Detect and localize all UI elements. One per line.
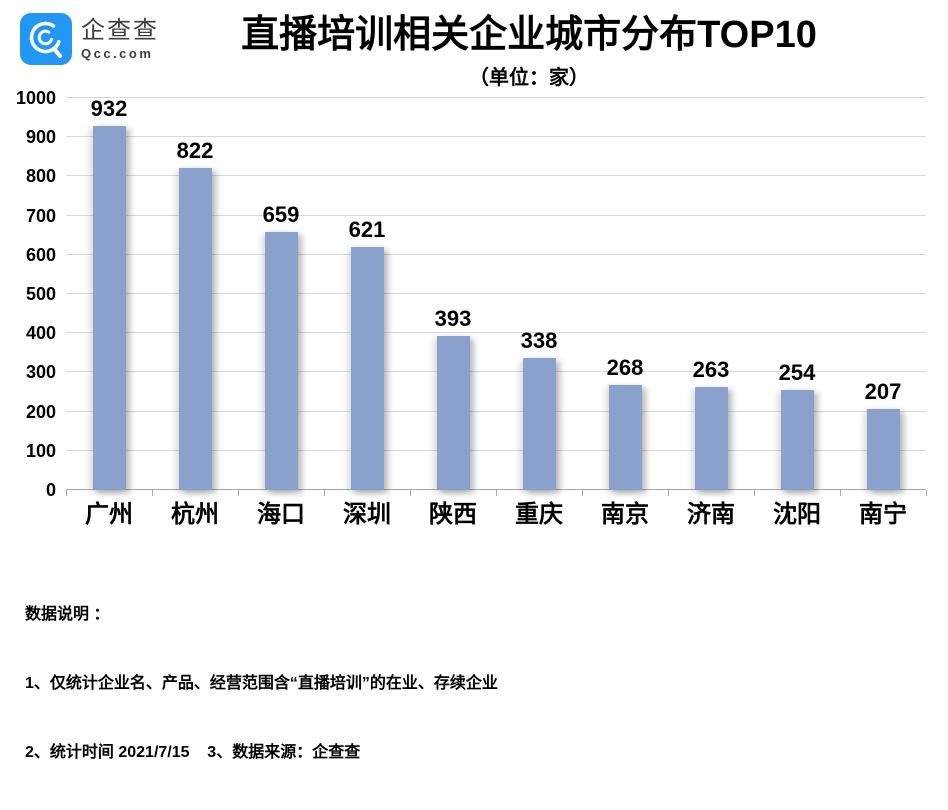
bar-value-label: 932 (90, 96, 128, 121)
axis-tick (840, 490, 841, 496)
axis-tick (66, 490, 67, 496)
y-axis-label: 900 (25, 127, 56, 148)
gridline (66, 410, 926, 412)
bar (178, 168, 212, 490)
notes-line-2: 2、统计时间 2021/7/15 3、数据来源：企查查 (25, 744, 361, 761)
bar-chart-plot: 932 822 659 621 393 338 268 263 254 207 (66, 97, 927, 496)
notes-line-1: 1、仅统计企业名、产品、经营范围含“直播培训”的在业、存续企业 (25, 675, 498, 692)
bar-column: 659 (238, 98, 324, 490)
qcc-logo-text: 企查查 Qcc.com (81, 16, 159, 61)
gridline (66, 97, 926, 98)
x-axis-label: 重庆 (515, 501, 563, 528)
y-axis-label: 700 (25, 205, 56, 226)
bar (522, 358, 556, 490)
axis-tick (496, 490, 497, 496)
x-axis-label: 南京 (601, 501, 649, 528)
y-axis-label: 400 (25, 323, 56, 344)
bar-value-label: 207 (864, 379, 902, 404)
axis-tick (238, 490, 239, 496)
title-block: 直播培训相关企业城市分布TOP10 （单位：家） (110, 14, 948, 90)
bar-value-label: 268 (606, 355, 644, 380)
x-axis-line (66, 489, 926, 490)
y-axis-label: 1000 (15, 88, 56, 108)
bar-column: 254 (754, 98, 840, 490)
y-axis-labels: 0 100 200 300 400 500 600 700 800 900 1000 (0, 89, 58, 499)
bar-column: 393 (410, 98, 496, 490)
bar-column: 268 (582, 98, 668, 490)
gridline (66, 293, 926, 294)
axis-tick (152, 490, 153, 496)
bar-column: 822 (152, 98, 238, 490)
x-axis-label: 海口 (257, 501, 305, 528)
x-axis-labels: 广州 杭州 海口 深圳 陕西 重庆 南京 济南 沈阳 南宁 (66, 501, 926, 530)
y-axis-label: 0 (45, 480, 56, 500)
data-notes: 数据说明 ： 1、仅统计企业名、产品、经营范围含“直播培训”的在业、存续企业 2… (25, 557, 498, 810)
y-axis-label: 500 (25, 284, 56, 304)
bar-value-label: 263 (692, 357, 730, 382)
qcc-logo: 企查查 Qcc.com (20, 13, 159, 65)
y-axis-label: 200 (25, 401, 56, 422)
gridline (66, 136, 926, 138)
axis-tick (410, 490, 411, 496)
axis-tick (582, 490, 583, 496)
x-axis-label: 济南 (687, 501, 735, 528)
axis-tick (668, 490, 669, 496)
bar (92, 126, 126, 490)
bar-column: 263 (668, 98, 754, 490)
bar-column: 621 (324, 98, 410, 490)
chart-title: 直播培训相关企业城市分布TOP10 (241, 14, 817, 56)
y-axis-label: 600 (25, 244, 56, 265)
bars-layer: 932 822 659 621 393 338 268 263 254 207 (66, 98, 926, 490)
infographic-canvas: 企查查 Qcc.com 直播培训相关企业城市分布TOP10 （单位：家） 0 10… (0, 13, 948, 761)
bar (866, 409, 900, 490)
bar-value-label: 621 (348, 217, 386, 242)
bar-value-label: 659 (262, 202, 300, 227)
bar (694, 387, 728, 490)
bar (264, 232, 298, 490)
bar-column: 932 (66, 98, 152, 490)
gridline (66, 214, 926, 216)
bar (350, 247, 384, 490)
gridline (66, 332, 926, 334)
gridline (66, 371, 926, 373)
gridline (66, 175, 926, 177)
x-axis-label: 杭州 (171, 501, 219, 528)
gridline (66, 449, 926, 451)
x-axis-label: 广州 (85, 501, 133, 528)
gridline (66, 253, 926, 255)
y-axis-label: 300 (25, 362, 56, 383)
brand-domain: Qcc.com (81, 45, 154, 61)
bar (780, 390, 814, 490)
x-axis-label: 沈阳 (773, 501, 821, 528)
bar-value-label: 822 (176, 138, 214, 163)
bar-value-label: 338 (520, 328, 558, 353)
y-axis-label: 800 (25, 166, 56, 187)
axis-tick (754, 490, 755, 496)
x-axis-label: 陕西 (429, 501, 477, 528)
axis-tick (324, 490, 325, 496)
notes-heading: 数据说明 ： (25, 606, 110, 623)
y-axis-label: 100 (25, 440, 56, 461)
x-axis-label: 南宁 (859, 501, 907, 528)
qcc-logo-icon (20, 13, 72, 65)
bar-column: 338 (496, 98, 582, 490)
axis-tick (926, 490, 927, 496)
bar-value-label: 254 (778, 360, 816, 385)
bar (608, 385, 642, 490)
bar-column: 207 (840, 98, 926, 490)
x-axis-label: 深圳 (343, 501, 391, 528)
brand-name: 企查查 (81, 16, 159, 44)
bar-value-label: 393 (434, 306, 472, 331)
chart-subtitle: （单位：家） (469, 66, 589, 89)
bar (436, 336, 470, 490)
